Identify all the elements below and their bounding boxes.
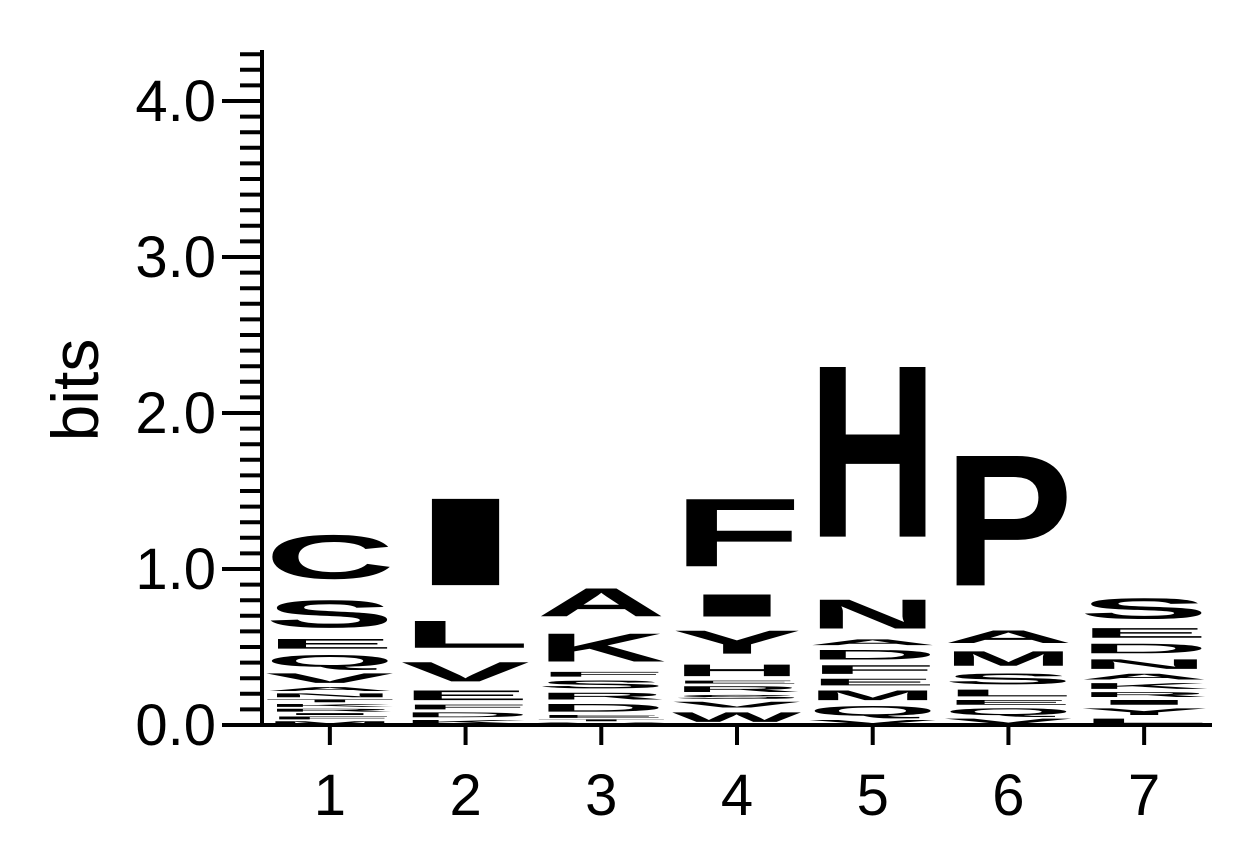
logo-letter: H bbox=[808, 314, 938, 589]
logo-letter: W bbox=[672, 709, 801, 725]
logo-letter: K bbox=[265, 703, 395, 708]
logo-letter: E bbox=[401, 688, 531, 704]
logo-letter: D bbox=[808, 647, 938, 663]
logo-letter: R bbox=[672, 684, 802, 693]
logo-letter: F bbox=[401, 703, 531, 711]
logo-letter: Y bbox=[1079, 706, 1209, 717]
logo-letter: E bbox=[808, 677, 938, 688]
logo-letter: H bbox=[672, 661, 802, 680]
logo-letter: S bbox=[265, 592, 395, 636]
logo-letter: K bbox=[536, 625, 666, 670]
x-tick-label: 3 bbox=[585, 763, 617, 828]
x-tick-label: 5 bbox=[857, 763, 889, 828]
logo-letter: T bbox=[536, 719, 666, 722]
logo-letter: S bbox=[944, 670, 1074, 687]
logo-letter: N bbox=[808, 591, 938, 638]
logo-letter: E bbox=[265, 636, 395, 652]
logo-letter: F bbox=[672, 478, 802, 587]
logo-letter: I bbox=[672, 588, 802, 624]
logo-letter: R bbox=[265, 708, 395, 713]
y-tick-label: 1.0 bbox=[135, 537, 216, 602]
logo-letter: L bbox=[1079, 717, 1209, 725]
x-tick-label: 2 bbox=[449, 763, 481, 828]
logo-letter: L bbox=[401, 613, 531, 656]
logo-letter: D bbox=[536, 702, 666, 714]
logo-letter: K bbox=[1079, 681, 1209, 690]
logo-letter: S bbox=[672, 694, 802, 700]
logo-letter: D bbox=[401, 711, 531, 719]
logo-letter: M bbox=[944, 647, 1074, 671]
logo-letter: L bbox=[944, 688, 1074, 699]
x-axis: 1 2 3 4 5 6 7 bbox=[262, 723, 1212, 828]
y-tick-label: 3.0 bbox=[135, 225, 216, 290]
logo-letter: M bbox=[808, 688, 938, 703]
logo-letter: D bbox=[1079, 641, 1209, 657]
letter-stacks: MFIRKTNAVQESCKDFEVLIVTEDRSFKAWVSREHYIFVQ… bbox=[265, 314, 1209, 725]
logo-letter: E bbox=[944, 698, 1074, 706]
logo-letter: Y bbox=[672, 623, 802, 660]
logo-letter: V bbox=[401, 656, 530, 687]
logo-letter: E bbox=[1079, 625, 1209, 641]
logo-letter: R bbox=[1079, 691, 1209, 699]
logo-letter: E bbox=[536, 714, 666, 719]
logo-letter: F bbox=[265, 716, 395, 721]
y-tick-label: 2.0 bbox=[135, 381, 216, 446]
logo-letter: V bbox=[265, 670, 394, 686]
logo-letter: V bbox=[808, 719, 937, 725]
logo-letter: I bbox=[265, 713, 395, 716]
logo-letter: S bbox=[1079, 592, 1209, 625]
logo-letter: N bbox=[1079, 656, 1209, 672]
logo-letter: V bbox=[944, 717, 1073, 725]
logo-letter: T bbox=[265, 698, 395, 703]
logo-letter: N bbox=[265, 692, 395, 698]
logo-letter: K bbox=[401, 719, 531, 725]
logo-letter: A bbox=[1079, 672, 1209, 681]
logo-letter: Q bbox=[944, 706, 1074, 717]
logo-letter: F bbox=[536, 670, 666, 678]
logo-letter: F bbox=[808, 663, 938, 677]
logo-letter: A bbox=[808, 638, 938, 647]
x-tick-label: 7 bbox=[1128, 763, 1160, 828]
logo-letter: V bbox=[536, 722, 665, 725]
logo-letter: M bbox=[265, 720, 395, 725]
logo-letter: A bbox=[265, 686, 395, 692]
logo-letter: Q bbox=[265, 652, 395, 671]
logo-letter: R bbox=[536, 691, 666, 702]
logo-letter: S bbox=[536, 678, 666, 690]
x-tick-label: 1 bbox=[314, 763, 346, 828]
logo-letter: P bbox=[944, 415, 1074, 625]
logo-letter: A bbox=[944, 627, 1074, 647]
x-tick-label: 4 bbox=[721, 763, 753, 828]
logo-letter: I bbox=[401, 472, 531, 612]
y-tick-label: 0.0 bbox=[135, 693, 216, 758]
logo-letter: E bbox=[672, 680, 802, 685]
logo-letter: I bbox=[1079, 698, 1209, 706]
y-axis: 0.0 1.0 2.0 3.0 4.0 bbox=[135, 50, 264, 758]
x-tick-label: 6 bbox=[992, 763, 1024, 828]
logo-letter: A bbox=[536, 580, 666, 625]
logo-letter: C bbox=[265, 522, 395, 592]
y-tick-label: 4.0 bbox=[135, 69, 216, 134]
logo-letter: Q bbox=[808, 703, 938, 719]
logo-letter: V bbox=[672, 700, 801, 709]
y-axis-title: bits bbox=[38, 339, 112, 442]
